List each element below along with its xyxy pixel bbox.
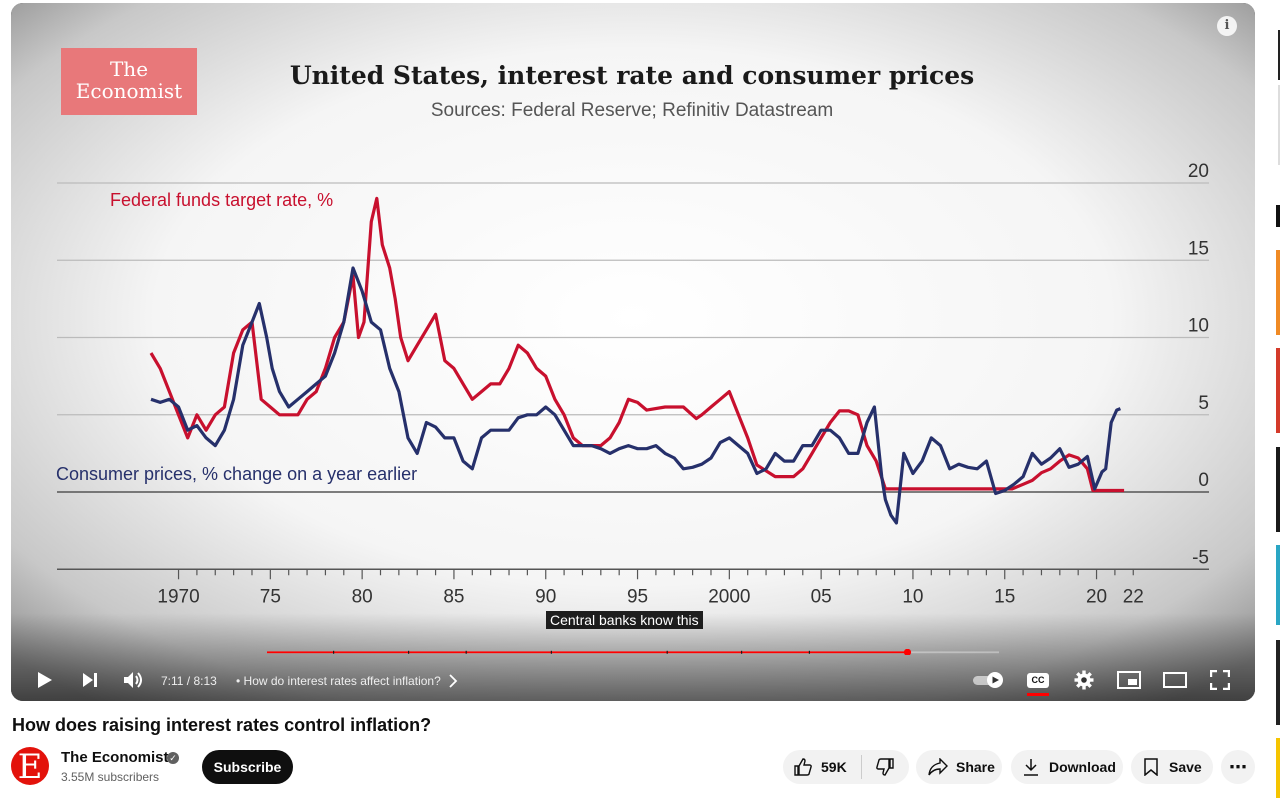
dislike-button[interactable]: [862, 750, 909, 784]
chart-y-ticks: 20 15 10 5 0 -5: [1188, 161, 1209, 568]
info-icon[interactable]: i: [1217, 16, 1237, 36]
subscribe-button[interactable]: Subscribe: [202, 750, 293, 784]
download-button[interactable]: Download: [1011, 750, 1123, 784]
captions-button[interactable]: CC: [1024, 667, 1052, 696]
share-label: Share: [956, 759, 995, 775]
x-tick-label: 20: [1086, 586, 1107, 607]
video-frame: The Economist United States, interest ra…: [11, 3, 1255, 701]
volume-button[interactable]: [121, 667, 147, 693]
chart-title: United States, interest rate and consume…: [290, 61, 974, 90]
save-label: Save: [1169, 759, 1202, 775]
series-label-cpi: Consumer prices, % change on a year earl…: [56, 464, 417, 484]
x-tick-label: 22: [1123, 586, 1144, 607]
y-tick-label: 20: [1188, 161, 1209, 182]
chevron-right-icon[interactable]: [448, 674, 458, 688]
y-tick-label: -5: [1192, 547, 1209, 568]
x-tick-label: 80: [352, 586, 373, 607]
x-tick-label: 2000: [708, 586, 750, 607]
next-icon: [83, 673, 97, 687]
channel-avatar[interactable]: E: [11, 747, 49, 787]
autoplay-toggle[interactable]: [973, 667, 1007, 693]
miniplayer-icon: [1117, 671, 1141, 689]
x-tick-label: 90: [535, 586, 556, 607]
play-icon: [38, 672, 52, 688]
play-button[interactable]: [33, 667, 57, 693]
subscriber-count: 3.55M subscribers: [61, 770, 160, 784]
chapter-markers: [333, 650, 810, 654]
y-tick-label: 0: [1198, 470, 1209, 491]
progress-bar[interactable]: [23, 649, 1243, 655]
logo-line-1: The: [110, 57, 148, 81]
chart-series: [149, 196, 1125, 525]
thumbs-down-icon: [876, 758, 895, 776]
volume-icon: [124, 672, 142, 688]
cc-active-bar: [1027, 693, 1049, 696]
x-tick-label: 95: [627, 586, 648, 607]
miniplayer-button[interactable]: [1115, 667, 1143, 693]
theater-icon: [1163, 672, 1187, 688]
video-title: How does raising interest rates control …: [12, 715, 432, 735]
like-button[interactable]: 59K: [783, 750, 861, 784]
gear-icon: [1074, 670, 1094, 690]
chapter-title[interactable]: • How do interest rates affect inflation…: [236, 674, 441, 688]
caption-text: Central banks know this: [546, 611, 703, 629]
x-tick-label: 05: [811, 586, 832, 607]
share-icon: [928, 758, 948, 776]
next-button[interactable]: [78, 667, 102, 693]
chart-x-ticks: 1970 75 80 85 90 95 2000 05 10 15 20 22: [157, 569, 1144, 607]
more-actions-button[interactable]: ⋯: [1221, 750, 1255, 784]
time-display: 7:11 / 8:13: [161, 674, 217, 688]
verified-check-icon: ✓: [167, 752, 179, 764]
fullscreen-button[interactable]: [1207, 667, 1233, 693]
fullscreen-icon: [1210, 670, 1230, 690]
like-count: 59K: [821, 759, 847, 775]
video-player[interactable]: The Economist United States, interest ra…: [11, 3, 1255, 701]
x-tick-label: 75: [260, 586, 281, 607]
player-controls: 7:11 / 8:13 • How do interest rates affe…: [11, 663, 1255, 697]
x-tick-label: 15: [994, 586, 1015, 607]
consumer-prices-line: [150, 266, 1122, 525]
progress-played: [267, 651, 908, 654]
fed-funds-line: [149, 196, 1125, 493]
download-label: Download: [1049, 759, 1116, 775]
more-icon: ⋯: [1229, 756, 1247, 777]
settings-button[interactable]: [1072, 667, 1096, 693]
series-label-fed-funds: Federal funds target rate, %: [110, 190, 333, 210]
share-button[interactable]: Share: [916, 750, 1002, 784]
chart-subtitle: Sources: Federal Reserve; Refinitiv Data…: [431, 100, 833, 121]
logo-line-2: Economist: [76, 79, 182, 103]
like-dislike-group: 59K: [783, 750, 909, 784]
x-tick-label: 1970: [157, 586, 199, 607]
x-tick-label: 10: [902, 586, 923, 607]
download-icon: [1024, 759, 1038, 776]
y-tick-label: 5: [1198, 393, 1209, 414]
save-button[interactable]: Save: [1131, 750, 1213, 784]
sidebar-edge-thumbnails[interactable]: [1272, 0, 1280, 803]
y-tick-label: 10: [1188, 316, 1209, 337]
bookmark-icon: [1144, 758, 1158, 776]
economist-logo: The Economist: [61, 48, 197, 115]
channel-name[interactable]: The Economist: [61, 749, 169, 766]
progress-scrubber[interactable]: [903, 649, 912, 655]
y-tick-label: 15: [1188, 238, 1209, 259]
autoplay-icon: [973, 672, 1003, 688]
cc-icon: CC: [1027, 672, 1049, 688]
x-tick-label: 85: [443, 586, 464, 607]
chart-grid: [57, 182, 1209, 571]
theater-mode-button[interactable]: [1161, 667, 1189, 693]
thumbs-up-icon: [794, 758, 812, 776]
